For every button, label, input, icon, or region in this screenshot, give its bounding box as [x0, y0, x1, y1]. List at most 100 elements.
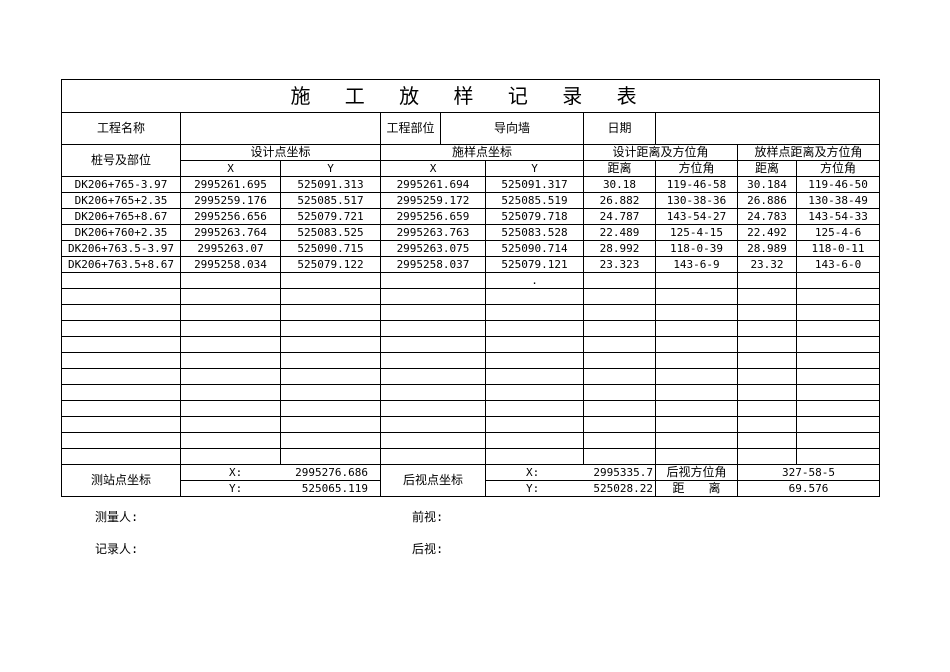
cell-stake-dist[interactable] — [737, 384, 797, 401]
cell-stake-azimuth[interactable] — [795, 368, 881, 385]
cell-stake-x[interactable]: 2995261.694 — [380, 176, 486, 193]
cell-stake-y[interactable]: . — [485, 272, 584, 289]
cell-design-dist[interactable] — [583, 432, 656, 449]
cell-design-y[interactable]: 525083.525 — [280, 224, 381, 241]
cell-design-x[interactable]: 2995261.695 — [180, 176, 281, 193]
cell-design-x[interactable] — [180, 448, 281, 465]
cell-station[interactable]: DK206+760+2.35 — [61, 224, 181, 241]
cell-stake-x[interactable]: 2995258.037 — [380, 256, 486, 273]
cell-design-dist[interactable] — [583, 320, 656, 337]
cell-design-azimuth[interactable] — [655, 320, 738, 337]
cell-design-x[interactable] — [180, 384, 281, 401]
cell-design-dist[interactable] — [583, 448, 656, 465]
cell-stake-x[interactable] — [380, 304, 486, 321]
cell-stake-x[interactable] — [380, 384, 486, 401]
cell-design-azimuth[interactable]: 119-46-58 — [655, 176, 738, 193]
cell-design-azimuth[interactable]: 118-0-39 — [655, 240, 738, 257]
cell-station[interactable] — [61, 400, 181, 417]
cell-stake-dist[interactable] — [737, 320, 797, 337]
cell-stake-dist[interactable]: 28.989 — [737, 240, 797, 257]
part-value[interactable]: 导向墙 — [440, 112, 584, 145]
cell-design-y[interactable] — [280, 336, 381, 353]
cell-stake-azimuth[interactable] — [795, 272, 881, 289]
cell-design-y[interactable]: 525079.721 — [280, 208, 381, 225]
cell-station[interactable] — [61, 384, 181, 401]
cell-stake-dist[interactable] — [737, 304, 797, 321]
cell-stake-y[interactable] — [485, 336, 584, 353]
cell-station[interactable]: DK206+763.5+8.67 — [61, 256, 181, 273]
cell-design-y[interactable] — [280, 272, 381, 289]
cell-design-y[interactable] — [280, 416, 381, 433]
cell-design-x[interactable] — [180, 288, 281, 305]
cell-design-y[interactable]: 525090.715 — [280, 240, 381, 257]
cell-design-dist[interactable] — [583, 400, 656, 417]
cell-design-azimuth[interactable] — [655, 384, 738, 401]
cell-stake-dist[interactable] — [737, 368, 797, 385]
cell-stake-dist[interactable] — [737, 288, 797, 305]
cell-stake-y[interactable]: 525085.519 — [485, 192, 584, 209]
cell-stake-y[interactable]: 525091.317 — [485, 176, 584, 193]
cell-stake-azimuth[interactable] — [795, 448, 881, 465]
cell-stake-x[interactable] — [380, 352, 486, 369]
cell-design-y[interactable] — [280, 368, 381, 385]
cell-station[interactable] — [61, 336, 181, 353]
cell-design-azimuth[interactable] — [655, 368, 738, 385]
cell-design-azimuth[interactable] — [655, 432, 738, 449]
cell-design-x[interactable]: 2995263.764 — [180, 224, 281, 241]
cell-stake-azimuth[interactable] — [795, 304, 881, 321]
cell-station[interactable] — [61, 304, 181, 321]
cell-design-azimuth[interactable]: 130-38-36 — [655, 192, 738, 209]
cell-design-x[interactable]: 2995258.034 — [180, 256, 281, 273]
cell-stake-azimuth[interactable]: 143-6-0 — [795, 256, 881, 273]
cell-design-dist[interactable] — [583, 272, 656, 289]
cell-stake-x[interactable] — [380, 416, 486, 433]
cell-design-x[interactable]: 2995256.656 — [180, 208, 281, 225]
cell-design-y[interactable] — [280, 288, 381, 305]
cell-stake-dist[interactable] — [737, 272, 797, 289]
cell-design-x[interactable] — [180, 320, 281, 337]
cell-design-dist[interactable]: 22.489 — [583, 224, 656, 241]
cell-design-dist[interactable] — [583, 352, 656, 369]
cell-design-x[interactable] — [180, 352, 281, 369]
cell-design-x[interactable] — [180, 336, 281, 353]
cell-station[interactable]: DK206+763.5-3.97 — [61, 240, 181, 257]
cell-stake-y[interactable] — [485, 416, 584, 433]
cell-design-azimuth[interactable] — [655, 304, 738, 321]
cell-station[interactable] — [61, 368, 181, 385]
cell-station[interactable] — [61, 352, 181, 369]
cell-stake-dist[interactable]: 24.783 — [737, 208, 797, 225]
cell-stake-azimuth[interactable] — [795, 432, 881, 449]
cell-station[interactable] — [61, 272, 181, 289]
cell-station[interactable] — [61, 416, 181, 433]
cell-station[interactable]: DK206+765+2.35 — [61, 192, 181, 209]
cell-design-azimuth[interactable] — [655, 400, 738, 417]
cell-stake-y[interactable]: 525083.528 — [485, 224, 584, 241]
cell-stake-azimuth[interactable] — [795, 288, 881, 305]
cell-design-dist[interactable] — [583, 288, 656, 305]
cell-design-dist[interactable]: 28.992 — [583, 240, 656, 257]
cell-design-azimuth[interactable] — [655, 448, 738, 465]
cell-design-dist[interactable] — [583, 416, 656, 433]
cell-design-y[interactable] — [280, 384, 381, 401]
cell-stake-x[interactable]: 2995263.075 — [380, 240, 486, 257]
cell-stake-y[interactable] — [485, 448, 584, 465]
cell-design-x[interactable]: 2995259.176 — [180, 192, 281, 209]
cell-design-azimuth[interactable] — [655, 272, 738, 289]
date-field[interactable] — [654, 112, 881, 145]
cell-design-x[interactable] — [180, 304, 281, 321]
cell-stake-azimuth[interactable] — [795, 400, 881, 417]
cell-stake-dist[interactable] — [737, 416, 797, 433]
cell-design-azimuth[interactable]: 143-54-27 — [655, 208, 738, 225]
cell-stake-azimuth[interactable] — [795, 352, 881, 369]
cell-stake-y[interactable] — [485, 384, 584, 401]
cell-station[interactable] — [61, 448, 181, 465]
cell-stake-x[interactable] — [380, 432, 486, 449]
cell-stake-y[interactable] — [485, 368, 584, 385]
cell-stake-x[interactable] — [380, 368, 486, 385]
cell-design-x[interactable] — [180, 432, 281, 449]
cell-design-y[interactable] — [280, 448, 381, 465]
cell-stake-azimuth[interactable] — [795, 416, 881, 433]
cell-design-y[interactable] — [280, 352, 381, 369]
cell-stake-dist[interactable]: 30.184 — [737, 176, 797, 193]
cell-design-dist[interactable] — [583, 336, 656, 353]
